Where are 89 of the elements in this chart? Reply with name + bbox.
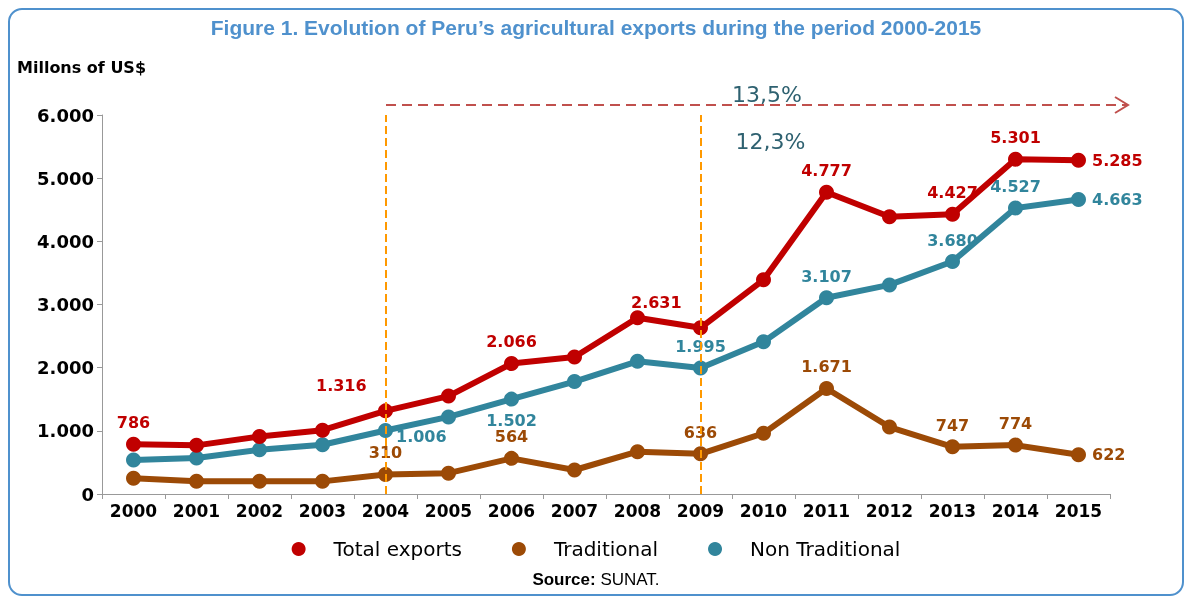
- data-label: 786: [116, 413, 151, 433]
- point: [819, 290, 834, 306]
- y-tick-label: 1.000: [37, 420, 94, 442]
- point: [819, 380, 834, 396]
- y-tick-label: 4.000: [37, 230, 94, 252]
- point: [1071, 191, 1086, 207]
- point: [882, 419, 897, 435]
- point: [1071, 447, 1086, 463]
- data-label: 1.006: [396, 427, 447, 447]
- point: [126, 470, 141, 486]
- x-tick-label: 2015: [1054, 500, 1103, 521]
- point: [189, 473, 204, 489]
- point: [756, 334, 771, 350]
- x-tick-label: 2007: [550, 500, 599, 521]
- x-tick-label: 2013: [928, 500, 977, 521]
- text: 13,5%: [732, 81, 802, 107]
- point: [945, 206, 960, 222]
- point: [630, 310, 645, 326]
- point: [945, 254, 960, 270]
- point: [1008, 151, 1023, 167]
- data-label: 5.285: [1092, 150, 1143, 170]
- point: [252, 442, 267, 458]
- point: [315, 437, 330, 453]
- point: [441, 388, 456, 404]
- y-axis-title: Millons of US$: [17, 57, 147, 77]
- point: [882, 209, 897, 225]
- point: [441, 409, 456, 425]
- point: [315, 473, 330, 489]
- data-label: 622: [1092, 445, 1126, 465]
- x-tick-label: 2000: [109, 500, 158, 521]
- point: [567, 374, 582, 390]
- data-label: 4.777: [801, 161, 852, 181]
- point: [756, 272, 771, 288]
- point: [630, 444, 645, 460]
- data-label: 2.631: [631, 292, 682, 312]
- y-tick-label: 2.000: [37, 357, 94, 379]
- point: [189, 437, 204, 453]
- point: [567, 349, 582, 365]
- x-tick-label: 2014: [991, 500, 1040, 521]
- x-tick-label: 2008: [613, 500, 662, 521]
- point: [882, 277, 897, 293]
- data-label: 4.527: [990, 177, 1041, 197]
- data-label: 5.301: [990, 128, 1041, 148]
- point: [1008, 200, 1023, 216]
- y-tick-label: 6.000: [37, 104, 94, 126]
- point: [567, 462, 582, 478]
- annotation: 12,3%: [735, 128, 806, 154]
- data-label: 2.066: [486, 332, 537, 352]
- x-tick-label: 2009: [676, 500, 725, 521]
- x-tick-label: 2004: [361, 500, 410, 521]
- y-tick-label: 5.000: [37, 167, 94, 189]
- point: [630, 353, 645, 369]
- point: [504, 356, 519, 371]
- x-tick-label: 2010: [739, 500, 788, 521]
- point: [252, 473, 267, 489]
- x-tick-label: 2011: [802, 500, 851, 521]
- data-label: 774: [998, 414, 1033, 434]
- x-tick-label: 2012: [865, 500, 914, 521]
- point: [441, 465, 456, 481]
- point: [819, 184, 834, 200]
- data-label: 1.316: [316, 375, 367, 395]
- x-tick-label: 2006: [487, 500, 536, 521]
- point: [693, 446, 708, 462]
- x-tick-label: 2005: [424, 500, 473, 521]
- point: [1071, 152, 1086, 168]
- point: [126, 436, 141, 452]
- legend-label: Non Traditional: [750, 537, 901, 561]
- point: [1008, 437, 1023, 453]
- x-tick-label: 2002: [235, 500, 284, 521]
- source-note: Source: SUNAT.: [532, 570, 660, 589]
- data-label: 747: [935, 415, 970, 435]
- point: [378, 422, 393, 438]
- data-label: 3.107: [801, 266, 852, 286]
- point: [756, 425, 771, 441]
- point: [126, 452, 141, 468]
- data-label: 1.671: [801, 357, 852, 377]
- point: [315, 422, 330, 438]
- point: [945, 439, 960, 455]
- chart-title: Figure 1. Evolution of Peru’s agricultural exports during the period 2000-2015: [210, 16, 982, 39]
- data-label: 4.663: [1092, 189, 1143, 209]
- x-tick-label: 2003: [298, 500, 347, 521]
- legend-label: Total exports: [332, 537, 462, 561]
- point: [252, 429, 267, 445]
- y-tick-label: 0: [81, 483, 94, 505]
- point: [504, 391, 519, 407]
- point: [504, 450, 519, 466]
- y-tick-label: 3.000: [37, 294, 94, 315]
- x-tick-label: 2001: [172, 500, 221, 521]
- legend-label: Traditional: [552, 537, 659, 561]
